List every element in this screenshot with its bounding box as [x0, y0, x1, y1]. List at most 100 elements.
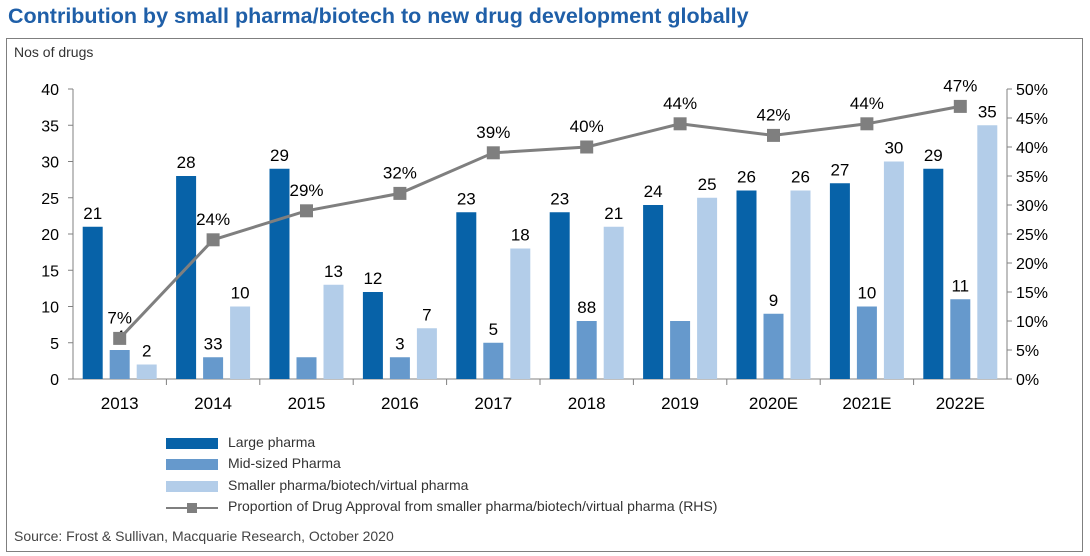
bar-mid: [763, 313, 784, 379]
proportion-label: 44%: [850, 94, 884, 113]
y2-tick-label: 25%: [1016, 227, 1048, 244]
legend-label-mid: Mid-sized Pharma: [228, 455, 341, 472]
bar-label: 26: [791, 168, 810, 187]
bar-label: 88: [577, 298, 596, 317]
bar-small: [977, 125, 998, 379]
bar-large: [643, 205, 664, 379]
bar-large: [736, 190, 757, 379]
bar-large: [269, 168, 290, 379]
proportion-marker: [486, 146, 500, 160]
legend-swatch-small: [166, 480, 218, 492]
proportion-marker: [953, 99, 967, 113]
x-tick-label: 2016: [381, 394, 419, 413]
proportion-marker: [580, 140, 594, 154]
y-tick-label: 15: [41, 263, 59, 280]
x-tick-label: 2013: [101, 394, 139, 413]
bar-small: [136, 364, 157, 379]
bar-label: 30: [884, 139, 903, 158]
bar-label: 10: [857, 284, 876, 303]
x-tick-label: 2014: [194, 394, 232, 413]
proportion-label: 40%: [570, 117, 604, 136]
bar-label: 2: [142, 342, 151, 361]
bar-small: [883, 161, 904, 379]
proportion-label: 44%: [663, 94, 697, 113]
bar-label: 18: [511, 226, 530, 245]
bar-small: [323, 284, 344, 379]
bar-mid: [856, 306, 877, 379]
bar-mid: [670, 321, 691, 379]
bar-label: 29: [924, 146, 943, 165]
legend-label-small: Smaller pharma/biotech/virtual pharma: [228, 476, 469, 493]
x-tick-label: 2017: [474, 394, 512, 413]
proportion-marker: [767, 128, 780, 142]
bar-label: 23: [550, 189, 569, 208]
y-axis-title: Nos of drugs: [14, 44, 94, 60]
bar-mid: [203, 357, 224, 379]
bar-label: 26: [737, 168, 756, 187]
x-tick-label: 2015: [288, 394, 326, 413]
y2-tick-label: 35%: [1016, 169, 1048, 186]
legend-swatch-large: [166, 438, 218, 449]
bar-label: 9: [769, 291, 778, 310]
legend-marker-proportion: [187, 502, 197, 513]
chart-title: Contribution by small pharma/biotech to …: [8, 4, 749, 28]
proportion-marker: [206, 233, 220, 247]
bar-label: 21: [83, 204, 102, 223]
bar-label: 24: [644, 182, 663, 201]
bar-small: [510, 248, 531, 379]
bar-label: 27: [830, 160, 849, 179]
y-tick-label: 20: [41, 227, 59, 244]
bar-label: 21: [604, 204, 623, 223]
bar-small: [790, 190, 811, 379]
proportion-label: 29%: [289, 181, 323, 200]
bar-label: 28: [177, 153, 196, 172]
bar-label: 33: [204, 334, 223, 353]
y2-tick-label: 5%: [1016, 343, 1039, 360]
proportion-label: 47%: [943, 76, 977, 95]
y2-tick-label: 10%: [1016, 314, 1048, 331]
y2-tick-label: 30%: [1016, 198, 1048, 215]
y-tick-label: 0: [50, 372, 59, 389]
bar-mid: [950, 299, 971, 379]
proportion-marker: [113, 331, 127, 345]
proportion-label: 39%: [476, 123, 510, 142]
proportion-label: 24%: [196, 210, 230, 229]
bar-large: [829, 183, 850, 379]
proportion-marker: [860, 117, 874, 131]
bar-mid: [483, 342, 504, 379]
y-tick-label: 30: [41, 155, 59, 172]
legend-label-proportion: Proportion of Drug Approval from smaller…: [228, 497, 718, 514]
y2-tick-label: 20%: [1016, 256, 1048, 273]
y-tick-label: 10: [41, 300, 59, 317]
y-tick-label: 5: [50, 336, 59, 353]
y-tick-label: 25: [41, 191, 59, 208]
bar-label: 10: [231, 284, 250, 303]
proportion-label: 7%: [107, 308, 132, 327]
bar-label: 23: [457, 189, 476, 208]
bar-small: [603, 226, 624, 379]
bar-label: 5: [489, 320, 498, 339]
bar-label: 29: [270, 146, 289, 165]
legend-swatch-mid: [166, 459, 218, 471]
legend-label-large: Large pharma: [228, 434, 316, 450]
y2-tick-label: 50%: [1016, 82, 1048, 99]
bar-mid: [296, 357, 317, 379]
bar-large: [82, 226, 103, 379]
x-tick-label: 2018: [568, 394, 606, 413]
bar-label: 11: [951, 276, 969, 295]
y2-tick-label: 15%: [1016, 285, 1048, 302]
proportion-label: 42%: [756, 105, 790, 124]
x-tick-label: 2020E: [749, 394, 798, 413]
chart-frame: [6, 38, 1083, 552]
bar-label: 12: [363, 269, 382, 288]
bar-large: [176, 176, 197, 379]
x-tick-label: 2019: [661, 394, 699, 413]
bar-large: [923, 168, 944, 379]
bar-small: [416, 328, 437, 379]
bar-small: [230, 306, 251, 379]
bar-label: 35: [978, 102, 997, 121]
bar-label: 3: [395, 334, 404, 353]
bar-mid: [576, 321, 597, 379]
proportion-line: [118, 104, 961, 340]
